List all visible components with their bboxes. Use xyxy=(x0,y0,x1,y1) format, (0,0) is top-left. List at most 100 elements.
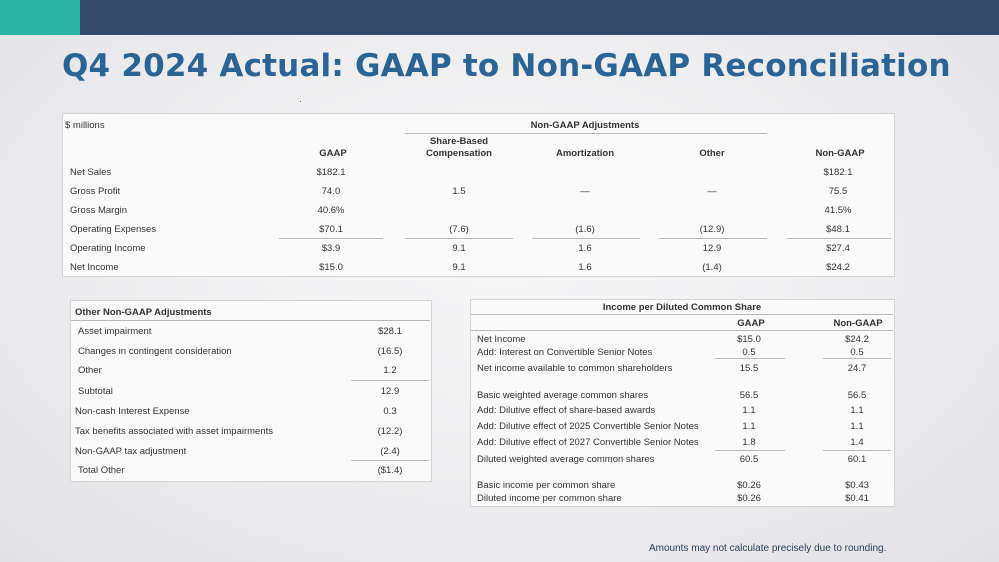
subtotal-rule xyxy=(351,380,429,381)
row-label: Gross Profit xyxy=(70,186,121,197)
cell-sbc: (7.6) xyxy=(449,224,469,235)
stray-mark xyxy=(300,101,301,102)
col-other: Other xyxy=(699,148,725,159)
cell-sbc: 1.5 xyxy=(452,186,466,197)
subtotal-rule xyxy=(787,238,891,239)
cell-amortization: (1.6) xyxy=(575,224,595,235)
adjustment-label: Subtotal xyxy=(78,386,113,397)
row-label: Net Sales xyxy=(70,167,112,178)
eps-cell-gaap: 60.5 xyxy=(739,454,759,465)
eps-cell-gaap: 56.5 xyxy=(739,390,759,401)
header-rule xyxy=(71,320,430,321)
cell-sbc: 9.1 xyxy=(452,262,466,273)
cell-nongaap: 75.5 xyxy=(828,186,848,197)
eps-row-label: Net income available to common sharehold… xyxy=(477,363,673,374)
eps-row-label: Add: Interest on Convertible Senior Note… xyxy=(477,347,653,358)
adjustment-value: 1.2 xyxy=(383,365,397,376)
subtotal-rule xyxy=(279,238,383,239)
eps-row-label: Diluted income per common share xyxy=(477,493,622,504)
adjustment-value: (12.2) xyxy=(377,426,403,437)
cell-amortization: 1.6 xyxy=(578,243,592,254)
col-nongaap: Non-GAAP xyxy=(815,148,865,159)
cell-nongaap: $48.1 xyxy=(826,224,850,235)
eps-cell-gaap: 15.5 xyxy=(739,363,759,374)
col-gaap: GAAP xyxy=(319,148,347,159)
eps-cell-gaap: $0.26 xyxy=(737,493,761,504)
cell-gaap: $15.0 xyxy=(319,262,343,273)
cell-sbc: 9.1 xyxy=(452,243,466,254)
eps-cell-nongaap: 1.1 xyxy=(850,421,864,432)
adjustment-value: 12.9 xyxy=(380,386,400,397)
eps-cell-gaap: $0.26 xyxy=(737,480,761,491)
eps-cell-gaap: 0.5 xyxy=(742,347,756,358)
adjustment-label: Other xyxy=(78,365,102,376)
eps-header-rule xyxy=(471,314,893,315)
column-rule xyxy=(471,330,893,331)
group-header-rule xyxy=(405,133,767,134)
eps-cell-gaap: $15.0 xyxy=(737,334,761,345)
eps-cell-nongaap: 60.1 xyxy=(847,454,867,465)
eps-row-label: Basic weighted average common shares xyxy=(477,390,649,401)
total-rule xyxy=(351,460,429,461)
eps-cell-nongaap: $0.43 xyxy=(845,480,869,491)
eps-cell-nongaap: $24.2 xyxy=(845,334,869,345)
other-adjustments-table xyxy=(70,300,432,482)
cell-gaap: 40.6% xyxy=(317,205,345,216)
adjustment-label: Non-cash Interest Expense xyxy=(75,406,190,417)
main-reconciliation-table xyxy=(62,113,895,277)
eps-cell-nongaap: $0.41 xyxy=(845,493,869,504)
col-sbc-line1: Share-Based xyxy=(429,136,489,147)
col-amortization: Amortization xyxy=(555,148,615,159)
eps-cell-nongaap: 1.1 xyxy=(850,405,864,416)
subtotal-rule xyxy=(823,358,891,359)
eps-cell-nongaap: 1.4 xyxy=(850,437,864,448)
adjustment-label: Tax benefits associated with asset impai… xyxy=(75,426,274,437)
eps-cell-nongaap: 0.5 xyxy=(850,347,864,358)
group-header: Non-GAAP Adjustments xyxy=(530,120,640,131)
subtotal-rule xyxy=(823,450,891,451)
eps-cell-gaap: 1.8 xyxy=(742,437,756,448)
eps-col-nongaap: Non-GAAP xyxy=(833,318,883,329)
eps-cell-gaap: 1.1 xyxy=(742,421,756,432)
row-label: Operating Expenses xyxy=(70,224,157,235)
units-label: $ millions xyxy=(65,120,105,131)
eps-row-label: Add: Dilutive effect of 2027 Convertible… xyxy=(477,437,699,448)
col-sbc-line2: Compensation xyxy=(426,148,492,159)
adjustment-value: $28.1 xyxy=(378,326,402,337)
adjustment-label: Changes in contingent consideration xyxy=(78,346,232,357)
eps-row-label: Diluted weighted average common shares xyxy=(477,454,655,465)
subtotal-rule xyxy=(532,238,640,239)
eps-header: Income per Diluted Common Share xyxy=(602,302,762,313)
cell-nongaap: $182.1 xyxy=(823,167,853,178)
eps-cell-nongaap: 24.7 xyxy=(847,363,867,374)
eps-row-label: Add: Dilutive effect of 2025 Convertible… xyxy=(477,421,699,432)
adjustment-label: Asset impairment xyxy=(78,326,152,337)
eps-row-label: Net Income xyxy=(477,334,526,345)
subtotal-rule xyxy=(659,238,767,239)
page-title: Q4 2024 Actual: GAAP to Non-GAAP Reconci… xyxy=(62,48,951,84)
cell-amortization: — xyxy=(580,186,590,197)
eps-cell-gaap: 1.1 xyxy=(742,405,756,416)
eps-col-gaap: GAAP xyxy=(737,318,765,329)
cell-nongaap: $27.4 xyxy=(826,243,850,254)
cell-gaap: $182.1 xyxy=(316,167,346,178)
row-label: Net Income xyxy=(70,262,119,273)
cell-amortization: 1.6 xyxy=(578,262,592,273)
adjustment-label: Non-GAAP tax adjustment xyxy=(75,446,187,457)
cell-nongaap: $24.2 xyxy=(826,262,850,273)
cell-other: (1.4) xyxy=(702,262,722,273)
adjustment-value: 0.3 xyxy=(383,406,397,417)
eps-cell-nongaap: 56.5 xyxy=(847,390,867,401)
adjustment-value: (16.5) xyxy=(377,346,403,357)
cell-gaap: $70.1 xyxy=(319,224,343,235)
subtotal-rule xyxy=(715,358,785,359)
eps-row-label: Basic income per common share xyxy=(477,480,616,491)
cell-gaap: 74.0 xyxy=(321,186,341,197)
eps-row-label: Add: Dilutive effect of share-based awar… xyxy=(477,405,656,416)
adjustment-value: (2.4) xyxy=(380,446,400,457)
cell-other: (12.9) xyxy=(699,224,725,235)
row-label: Gross Margin xyxy=(70,205,128,216)
header-accent xyxy=(0,0,80,35)
cell-other: 12.9 xyxy=(702,243,722,254)
footnote: Amounts may not calculate precisely due … xyxy=(649,543,887,554)
